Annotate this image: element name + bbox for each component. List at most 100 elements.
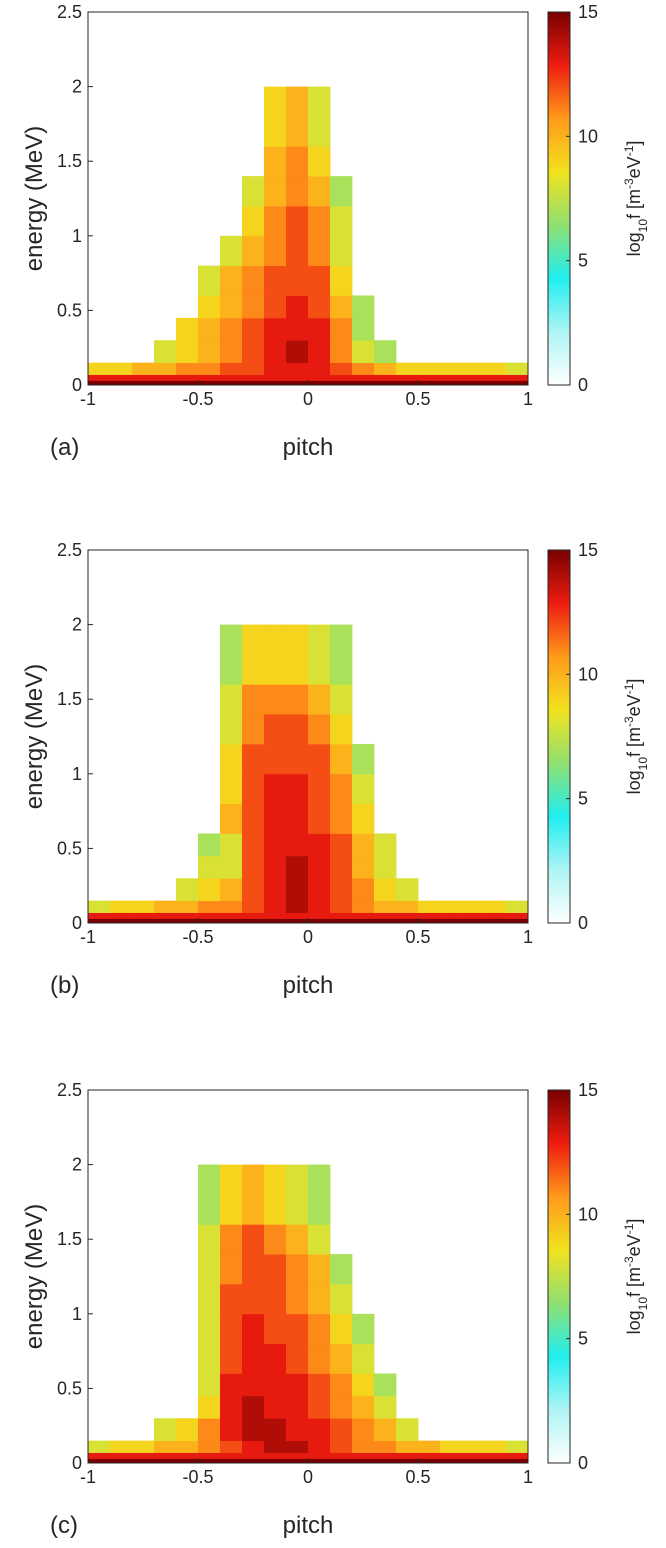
colorbar-label: log10f [m-3eV-1]: [622, 679, 650, 795]
colorbar-label-part: 10: [636, 757, 650, 771]
heatmap-cell: [220, 878, 243, 902]
heatmap-cell: [242, 265, 265, 296]
heatmap-cell: [242, 912, 265, 919]
heatmap-cell: [308, 1164, 331, 1225]
heatmap-cell: [374, 1440, 397, 1453]
heatmap-cell: [264, 1395, 287, 1419]
colorbar-tick-label: 5: [578, 1329, 588, 1349]
heatmap-cell: [308, 1224, 331, 1255]
y-tick-label: 2.5: [57, 1080, 82, 1100]
heatmap-cell: [330, 235, 353, 267]
colorbar-label-part: f [m: [624, 1267, 644, 1297]
heatmap-cell: [330, 1313, 353, 1345]
x-tick-label: 1: [523, 389, 533, 409]
colorbar-tick-label: 15: [578, 540, 598, 560]
heatmap-cell: [110, 380, 133, 386]
heatmap-cell: [330, 1254, 353, 1285]
heatmap-cell: [308, 380, 331, 386]
heatmap-cell: [220, 265, 243, 296]
heatmap-cell: [506, 362, 529, 375]
heatmap-cell: [88, 900, 111, 913]
y-tick-label: 2: [72, 615, 82, 635]
heatmap-cell: [198, 1373, 221, 1397]
heatmap-cell: [242, 803, 265, 834]
heatmap-cell: [484, 1458, 507, 1464]
heatmap-cell: [440, 900, 463, 913]
heatmap-cell: [220, 1395, 243, 1419]
heatmap-cell: [242, 1452, 265, 1459]
heatmap-cell: [308, 918, 331, 924]
heatmap-cell: [308, 1254, 331, 1285]
heatmap-cell: [198, 1343, 221, 1374]
heatmap-cell: [308, 855, 331, 879]
heatmap-cell: [330, 878, 353, 902]
heatmap-cell: [330, 1418, 353, 1442]
heatmap-cell: [198, 1418, 221, 1442]
heatmap-cell: [396, 912, 419, 919]
heatmap-cell: [286, 176, 309, 207]
heatmap-cell: [440, 362, 463, 375]
heatmap-cell: [154, 1440, 177, 1453]
colorbar-tick-label: 0: [578, 375, 588, 395]
heatmap-cell: [110, 1440, 133, 1453]
heatmap-cell: [110, 362, 133, 375]
heatmap-cell: [286, 743, 309, 775]
heatmap-cell: [286, 86, 309, 147]
heatmap-cell: [308, 912, 331, 919]
colorbar-label-part: log: [624, 1310, 644, 1334]
heatmap-cell: [264, 374, 287, 381]
heatmap-cell: [286, 374, 309, 381]
x-axis-label: pitch: [283, 972, 334, 999]
heatmap-cell: [242, 714, 265, 745]
heatmap-cell: [374, 918, 397, 924]
heatmap-cell: [286, 773, 309, 805]
heatmap-cell: [176, 1452, 199, 1459]
heatmap-cell: [506, 900, 529, 913]
heatmap-cell: [198, 340, 221, 364]
heatmap-cell: [220, 714, 243, 745]
colorbar-tick-label: 0: [578, 913, 588, 933]
heatmap-cell: [198, 295, 221, 319]
heatmap-cell: [352, 1395, 375, 1419]
heatmap-cell: [418, 1440, 441, 1453]
heatmap-cell: [330, 295, 353, 319]
heatmap-cell: [110, 912, 133, 919]
heatmap-cell: [330, 340, 353, 364]
heatmap-cell: [88, 1458, 111, 1464]
heatmap-cell: [330, 624, 353, 685]
heatmap-cell: [154, 1418, 177, 1442]
heatmap-cell: [132, 374, 155, 381]
x-tick-label: -0.5: [182, 1467, 213, 1487]
colorbar: [547, 11, 571, 386]
heatmap-cell: [308, 878, 331, 902]
heatmap-cell: [286, 833, 309, 857]
heatmap-cell: [484, 380, 507, 386]
heatmap-cell: [110, 1458, 133, 1464]
heatmap-cell: [264, 855, 287, 879]
heatmap-cell: [154, 1458, 177, 1464]
colorbar-label-part: eV: [624, 156, 644, 178]
heatmap-cell: [264, 1313, 287, 1345]
heatmap-cell: [220, 1224, 243, 1255]
heatmap-cell: [440, 918, 463, 924]
heatmap-cell: [132, 918, 155, 924]
heatmap-cell: [286, 265, 309, 296]
heatmap-cell: [506, 1440, 529, 1453]
heatmap-cell: [308, 624, 331, 685]
heatmap-cell: [418, 374, 441, 381]
x-tick-label: -1: [80, 1467, 96, 1487]
heatmap-cell: [352, 1458, 375, 1464]
heatmap-cell: [220, 900, 243, 913]
y-axis-label: energy (MeV): [21, 126, 48, 271]
heatmap-cell: [220, 918, 243, 924]
heatmap-cell: [506, 374, 529, 381]
colorbar-label-part: f [m: [624, 727, 644, 757]
y-tick-label: 0: [72, 913, 82, 933]
heatmap-cell: [286, 1254, 309, 1285]
heatmap-cell: [330, 176, 353, 207]
heatmap-cell: [220, 684, 243, 715]
colorbar-label-part: -3: [622, 1256, 636, 1267]
heatmap-cell: [308, 900, 331, 913]
heatmap-cell: [352, 380, 375, 386]
